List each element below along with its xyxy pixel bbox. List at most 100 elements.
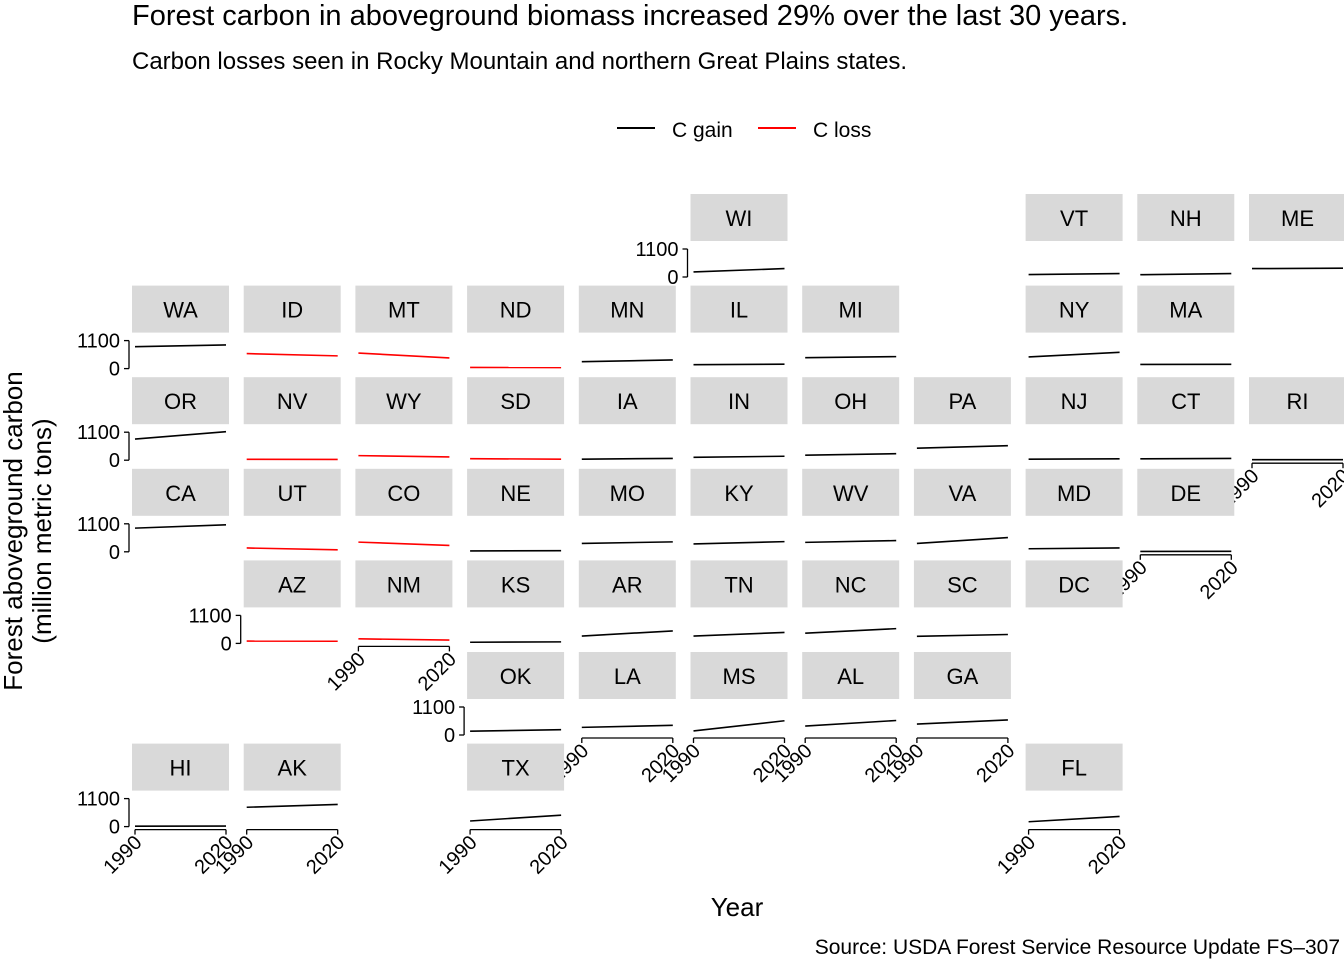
strip-label-nh: NH [1170, 206, 1202, 231]
panel-ct: CT [1137, 377, 1235, 460]
strip-al [802, 652, 900, 699]
strip-nv [243, 377, 341, 425]
x-tick-label-fl: 2020 [1084, 832, 1131, 879]
x-tick-label-nm: 2020 [414, 648, 461, 695]
legend: C gain C loss [617, 119, 871, 142]
strip-ok [467, 652, 565, 699]
strip-label-mt: MT [388, 298, 420, 323]
series-line-ga [916, 719, 1008, 725]
x-tick-label-ri: 2020 [1308, 465, 1344, 512]
y-axis-title-line1: Forest aboveground carbon [0, 371, 28, 690]
y-tick-label-ca: 0 [109, 542, 120, 564]
facet-panels: WI 1100 0 VT NH ME WA 1100 0 ID MT ND MN IL MI NY MA OR 11… [77, 194, 1344, 879]
x-tick-label-tx: 1990 [435, 832, 482, 879]
strip-nd [467, 285, 565, 333]
strip-la [578, 652, 676, 699]
strip-label-az: AZ [278, 572, 306, 597]
strip-de [1137, 468, 1235, 516]
series-line-in [693, 455, 785, 459]
panel-az: AZ 1100 0 [189, 560, 341, 655]
strip-label-sd: SD [500, 389, 531, 414]
strip-nm [355, 560, 453, 608]
panel-nv: NV [243, 377, 341, 461]
series-line-ms [693, 719, 785, 732]
series-line-mi [805, 355, 897, 359]
y-tick-label-or: 0 [109, 450, 120, 472]
x-axis-title: Year [711, 892, 764, 922]
strip-mt [355, 285, 453, 333]
series-line-pa [916, 444, 1008, 450]
strip-ma [1137, 285, 1235, 333]
series-line-wi [693, 267, 785, 273]
series-line-vt [1028, 272, 1120, 276]
series-line-oh [805, 452, 897, 457]
panel-in: IN [690, 377, 788, 459]
series-line-ny [1028, 351, 1120, 358]
strip-label-la: LA [614, 664, 641, 689]
panel-ks: KS [467, 560, 565, 644]
strip-label-pa: PA [949, 389, 977, 414]
strip-mo [578, 468, 676, 516]
series-line-fl [1028, 815, 1120, 823]
strip-label-tn: TN [724, 572, 753, 597]
strip-ny [1025, 285, 1123, 333]
panel-va: VA [913, 468, 1011, 545]
panel-oh: OH [802, 377, 900, 457]
series-line-ok [470, 728, 562, 732]
strip-sc [913, 560, 1011, 608]
strip-me [1249, 194, 1344, 241]
series-line-or [134, 430, 227, 440]
strip-label-al: AL [837, 664, 864, 689]
x-tick-label-ga: 2020 [972, 740, 1019, 787]
panel-wv: WV [802, 468, 900, 544]
series-line-il [693, 363, 785, 366]
panel-ia: IA [578, 377, 676, 460]
panel-wy: WY [355, 377, 453, 458]
x-tick-label-ak: 2020 [302, 832, 349, 879]
strip-md [1025, 468, 1123, 516]
series-line-wy [358, 454, 450, 458]
x-tick-label-tx: 2020 [526, 832, 573, 879]
series-line-mn [581, 359, 673, 363]
series-line-nc [805, 627, 897, 635]
strip-in [690, 377, 788, 425]
strip-ak [243, 743, 341, 791]
strip-label-ok: OK [500, 664, 532, 689]
series-line-id [246, 352, 338, 357]
panel-nc: NC [802, 560, 900, 635]
source-caption: Source: USDA Forest Service Resource Upd… [815, 936, 1340, 959]
strip-hi [132, 743, 229, 791]
y-axis-title-line2: (million metric tons) [27, 418, 57, 643]
panel-vt: VT [1025, 194, 1123, 276]
strip-pa [913, 377, 1011, 425]
strip-label-ct: CT [1171, 389, 1200, 414]
strip-va [913, 468, 1011, 516]
strip-az [243, 560, 341, 608]
strip-sd [467, 377, 565, 425]
strip-label-tx: TX [502, 756, 530, 781]
series-line-tn [693, 631, 785, 637]
panel-sc: SC [913, 560, 1011, 638]
panel-ar: AR [578, 560, 676, 637]
x-tick-label-hi: 1990 [100, 832, 147, 879]
panel-tn: TN [690, 560, 788, 637]
series-line-mo [581, 541, 673, 545]
panel-me: ME [1249, 194, 1344, 270]
strip-label-fl: FL [1061, 756, 1087, 781]
strip-ca [132, 468, 229, 516]
panel-nm: NM 1990 2020 [323, 560, 461, 695]
strip-fl [1025, 743, 1123, 791]
panel-md: MD [1025, 468, 1123, 550]
strip-label-ky: KY [724, 481, 754, 506]
strip-label-sc: SC [947, 572, 978, 597]
panel-ok: OK 1100 0 [412, 652, 565, 747]
panel-mo: MO [578, 468, 676, 545]
strip-label-ut: UT [278, 481, 307, 506]
legend-label-gain: C gain [672, 119, 733, 142]
strip-label-ny: NY [1059, 298, 1090, 323]
panel-or: OR 1100 0 [77, 377, 229, 472]
panel-tx: TX 1990 2020 [435, 743, 573, 879]
panel-wi: WI 1100 0 [635, 194, 788, 289]
